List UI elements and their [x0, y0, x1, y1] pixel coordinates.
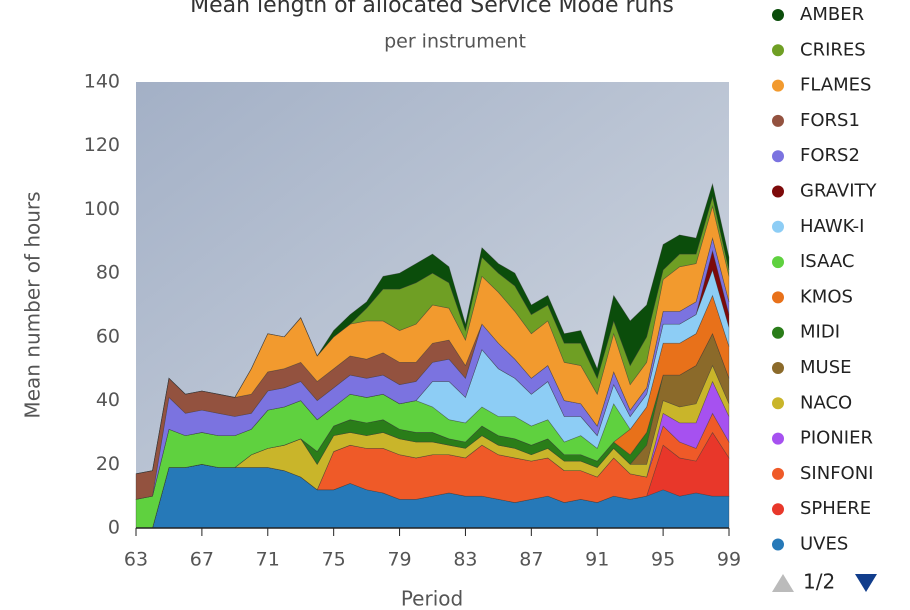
y-tick-label: 0: [108, 517, 120, 539]
legend-marker: [772, 503, 784, 516]
area: [135, 182, 730, 475]
axes: 0 20 40 60 80 100 120 140 63 67 71 75 79 83 87 91 95 99: [84, 71, 741, 571]
legend-label: SINFONI: [800, 463, 874, 484]
legend-marker: [772, 220, 784, 233]
y-tick-label: 20: [96, 453, 120, 475]
legend-marker: [772, 467, 784, 480]
legend-label: SPHERE: [800, 498, 871, 519]
y-tick-label: 120: [84, 134, 120, 156]
legend-label: MUSE: [800, 357, 852, 378]
legend-marker: [772, 362, 784, 374]
legend-label: FLAMES: [800, 75, 871, 96]
y-tick-label: 100: [84, 198, 120, 220]
y-axis-label: Mean number of hours: [21, 191, 45, 418]
legend-label: FORS1: [800, 110, 860, 131]
legend-marker: [772, 9, 784, 21]
legend-label: NACO: [800, 392, 852, 413]
legend-label: CRIRES: [800, 39, 866, 60]
x-tick-label: 79: [387, 549, 411, 571]
x-tick-label: 75: [322, 549, 346, 571]
legend-marker: [772, 150, 784, 163]
legend-marker: [772, 538, 784, 551]
legend-page: 1/2: [803, 570, 835, 594]
x-tick-label: 83: [453, 549, 477, 571]
legend-marker: [772, 432, 784, 445]
x-tick-label: 99: [717, 549, 741, 571]
legend-marker: [772, 256, 784, 269]
x-tick-label: 63: [124, 549, 148, 571]
legend-label: FORS2: [800, 145, 860, 166]
legend-label: PIONIER: [800, 428, 873, 449]
legend: AMBER CRIRES FLAMES FORS1 FORS2 GRAVITY HAWK-I…: [772, 4, 878, 594]
legend-label: MIDI: [800, 322, 840, 343]
legend-label: UVES: [800, 534, 848, 555]
areas: [135, 182, 730, 529]
legend-marker: [772, 185, 784, 198]
legend-label: AMBER: [800, 4, 864, 25]
chart-title: Mean length of allocated Service Mode ru…: [190, 0, 674, 18]
chart-subtitle: per instrument: [384, 31, 526, 53]
x-tick-label: 95: [651, 549, 675, 571]
y-tick-label: 80: [96, 262, 120, 284]
y-tick-label: 40: [96, 389, 120, 411]
legend-page-down[interactable]: [855, 574, 877, 592]
x-tick-label: 67: [190, 549, 214, 571]
legend-label: GRAVITY: [800, 181, 878, 202]
x-tick-label: 91: [585, 549, 609, 571]
legend-marker: [772, 44, 784, 57]
x-tick-label: 71: [256, 549, 280, 571]
legend-label: ISAAC: [800, 251, 854, 272]
y-tick-label: 140: [84, 71, 120, 93]
legend-page-up[interactable]: [772, 574, 794, 592]
legend-marker: [772, 397, 784, 410]
legend-label: HAWK-I: [800, 216, 864, 237]
x-axis-label: Period: [401, 587, 463, 610]
x-tick-label: 87: [519, 549, 543, 571]
legend-marker: [772, 79, 784, 92]
legend-marker: [772, 291, 784, 304]
legend-label: KMOS: [800, 286, 853, 307]
y-tick-label: 60: [96, 325, 120, 347]
legend-marker: [772, 114, 784, 127]
legend-marker: [772, 326, 784, 339]
